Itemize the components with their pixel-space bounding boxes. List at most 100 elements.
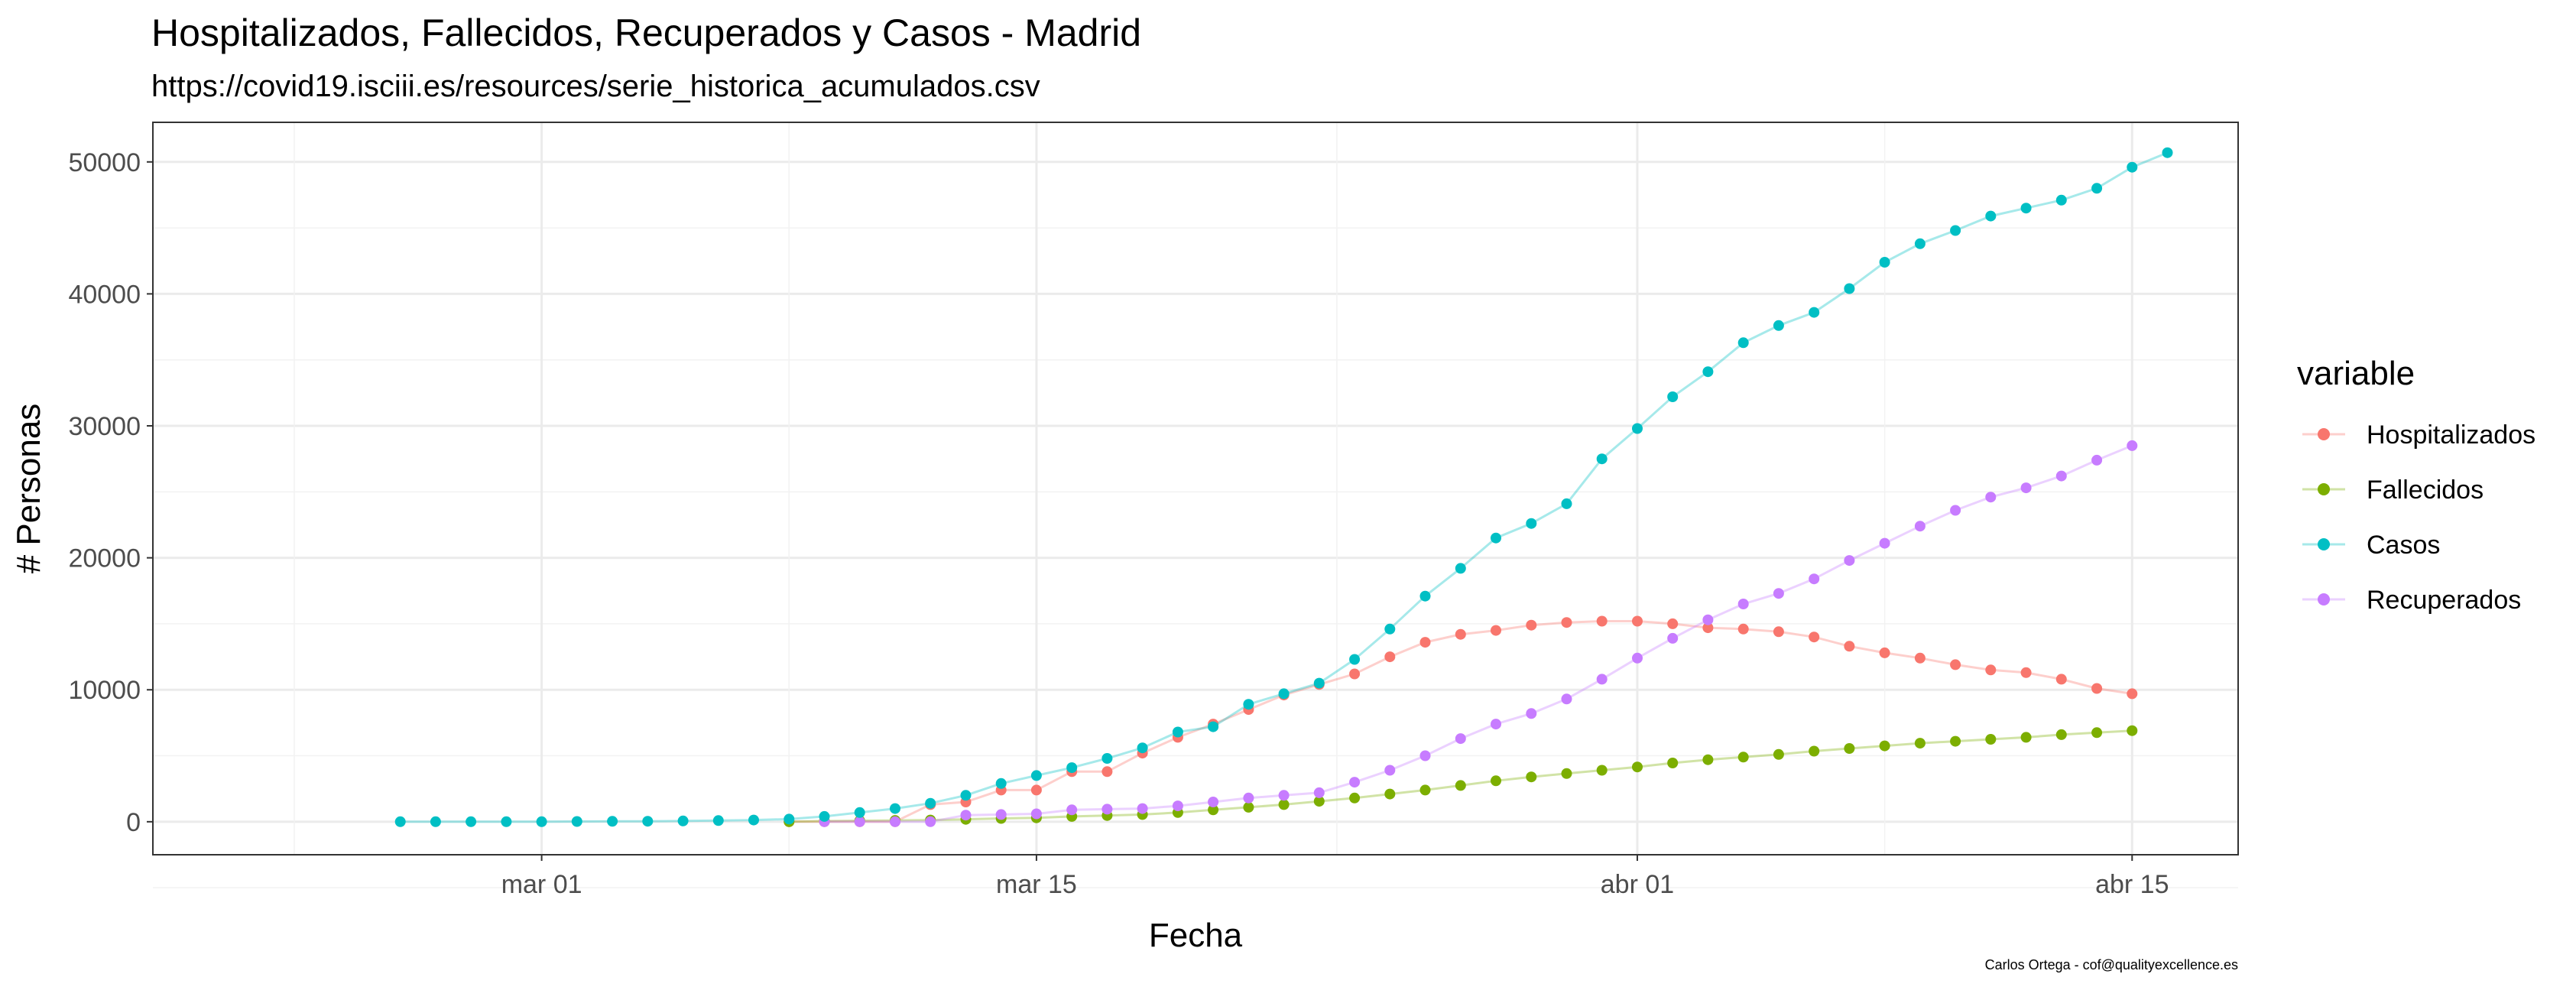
data-point-recuperados	[1243, 792, 1254, 804]
data-point-fallecidos	[1313, 796, 1325, 807]
data-point-fallecidos	[1526, 771, 1537, 783]
data-point-hospitalizados	[2127, 688, 2138, 700]
legend: variable Hospitalizados Fallecidos Casos Re…	[2297, 355, 2535, 615]
data-point-recuperados	[1384, 765, 1396, 776]
data-point-hospitalizados	[1809, 631, 1820, 643]
data-point-hospitalizados	[1844, 641, 1855, 652]
data-point-casos	[1844, 283, 1855, 294]
data-point-hospitalizados	[1455, 628, 1466, 640]
data-point-fallecidos	[1914, 738, 1926, 749]
data-point-recuperados	[890, 816, 900, 827]
data-point-hospitalizados	[1737, 623, 1749, 635]
series-line-casos	[400, 151, 2169, 823]
data-point-casos	[1737, 337, 1749, 349]
data-point-fallecidos	[1809, 745, 1820, 757]
data-point-fallecidos	[1208, 804, 1219, 816]
y-tick-label: 30000	[68, 412, 141, 441]
data-point-fallecidos	[1455, 780, 1466, 791]
data-point-recuperados	[1491, 719, 1501, 730]
data-point-casos	[1561, 498, 1572, 509]
data-point-recuperados	[1950, 505, 1961, 516]
data-point-hospitalizados	[2091, 683, 2103, 694]
data-point-recuperados	[1985, 492, 1997, 503]
data-point-casos	[1950, 225, 1961, 236]
data-point-hospitalizados	[1561, 617, 1572, 628]
data-point-recuperados	[1526, 708, 1537, 719]
data-point-hospitalizados	[1384, 651, 1396, 663]
legend-item-label: Casos	[2367, 531, 2440, 560]
legend-key-point	[2318, 593, 2330, 606]
series-line-hospitalizados	[789, 620, 2133, 823]
data-point-recuperados	[960, 810, 972, 821]
data-point-casos	[2091, 183, 2103, 194]
chart-title: Hospitalizados, Fallecidos, Recuperados …	[151, 11, 1141, 54]
data-point-casos	[501, 816, 512, 827]
data-point-hospitalizados	[1526, 619, 1537, 631]
data-point-fallecidos	[1632, 761, 1643, 773]
data-point-casos	[1349, 654, 1361, 665]
data-point-fallecidos	[1985, 734, 1997, 745]
data-point-fallecidos	[2127, 725, 2138, 736]
data-point-casos	[1773, 320, 1784, 331]
data-point-recuperados	[1596, 674, 1608, 685]
data-point-recuperados	[1737, 599, 1749, 609]
data-point-casos	[1278, 688, 1290, 700]
data-point-casos	[430, 816, 441, 827]
data-point-hospitalizados	[1101, 766, 1113, 778]
data-point-recuperados	[1066, 804, 1078, 816]
data-point-casos	[748, 814, 759, 826]
data-point-recuperados	[1313, 787, 1325, 798]
x-axis-title: Fecha	[1149, 917, 1243, 954]
data-point-hospitalizados	[1349, 668, 1361, 680]
data-point-casos	[1137, 742, 1148, 754]
y-tick-label: 20000	[68, 544, 141, 573]
y-tick-label: 40000	[68, 280, 141, 309]
data-point-recuperados	[2091, 454, 2103, 466]
data-point-fallecidos	[1773, 748, 1784, 760]
x-tick-label: abr 01	[1601, 870, 1674, 899]
data-point-recuperados	[1208, 797, 1219, 807]
x-tick-label: abr 15	[2095, 870, 2169, 899]
data-point-casos	[1101, 753, 1113, 764]
x-tick-label: mar 01	[501, 870, 582, 899]
data-point-casos	[1914, 238, 1926, 249]
data-point-recuperados	[1667, 632, 1679, 644]
data-point-casos	[1030, 770, 1042, 781]
data-point-hospitalizados	[2020, 667, 2032, 678]
data-point-recuperados	[1844, 555, 1855, 567]
series-layer	[394, 147, 2173, 827]
chart-caption: Carlos Ortega - cof@qualityexcellence.es	[1985, 957, 2238, 972]
data-point-recuperados	[1702, 614, 1714, 625]
data-point-hospitalizados	[1596, 615, 1608, 627]
grid-lines	[153, 122, 2238, 888]
data-point-hospitalizados	[1419, 637, 1431, 648]
data-point-fallecidos	[1879, 740, 1890, 752]
data-point-recuperados	[1137, 803, 1148, 814]
data-point-hospitalizados	[1950, 659, 1961, 670]
data-point-casos	[2162, 147, 2173, 158]
data-point-casos	[1455, 563, 1466, 574]
data-point-recuperados	[2055, 470, 2067, 482]
axis-layer: 0 10000 20000 30000 40000 50000 mar 01 mar 15 ab…	[68, 148, 2169, 899]
data-point-hospitalizados	[1879, 647, 1890, 658]
x-tick-label: mar 15	[996, 870, 1077, 899]
data-point-recuperados	[925, 816, 936, 827]
data-point-fallecidos	[1349, 792, 1361, 804]
data-point-recuperados	[2020, 482, 2032, 494]
data-point-hospitalizados	[2055, 674, 2067, 685]
data-point-fallecidos	[1384, 788, 1396, 800]
legend-key-point	[2318, 483, 2330, 495]
data-point-recuperados	[1773, 588, 1784, 599]
data-point-casos	[1384, 623, 1396, 635]
data-point-casos	[1491, 532, 1501, 544]
chart-subtitle: https://covid19.isciii.es/resources/seri…	[151, 70, 1040, 103]
data-point-hospitalizados	[1702, 622, 1714, 634]
data-point-recuperados	[1101, 804, 1113, 815]
data-point-casos	[1879, 257, 1890, 268]
data-point-fallecidos	[1596, 765, 1608, 776]
data-point-casos	[1066, 762, 1078, 774]
data-point-fallecidos	[2091, 727, 2103, 739]
data-point-hospitalizados	[1030, 784, 1042, 796]
data-point-casos	[642, 816, 654, 827]
